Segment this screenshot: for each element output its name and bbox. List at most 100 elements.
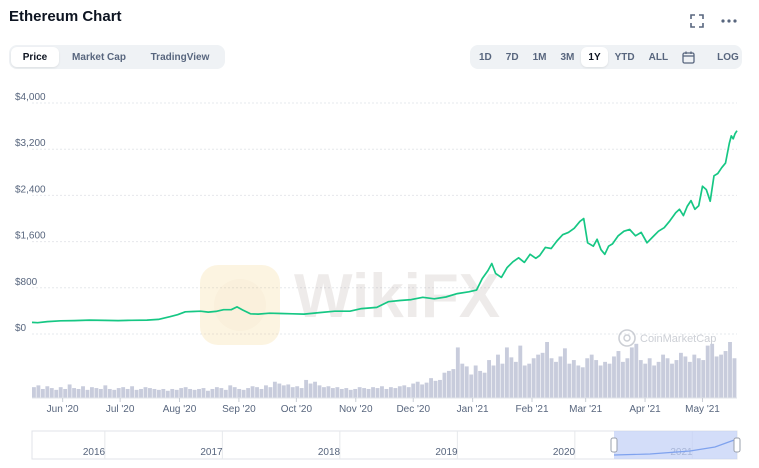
- volume-bar: [237, 388, 242, 398]
- grid-layer: $0 $800 $1,600 $2,400 $3,200 $4,000: [15, 92, 737, 335]
- x-tick-label: Jan '21: [457, 404, 489, 415]
- volume-bar: [509, 357, 514, 398]
- volume-bar: [424, 382, 429, 398]
- fullscreen-icon[interactable]: [688, 12, 706, 30]
- volume-bar: [683, 356, 688, 398]
- volume-bar: [286, 384, 291, 398]
- volume-bar: [612, 356, 616, 398]
- volume-bar: [692, 354, 697, 398]
- volume-bar: [371, 387, 375, 398]
- volume-bar: [500, 363, 505, 398]
- volume-bar: [420, 384, 425, 398]
- volume-bar: [63, 388, 68, 398]
- x-tick-label: Aug '20: [163, 404, 197, 415]
- volume-bar: [638, 360, 643, 398]
- volume-bar: [348, 389, 353, 398]
- volume-bar: [90, 387, 94, 398]
- volume-bar: [112, 389, 117, 398]
- x-tick-label: Jun '20: [47, 404, 79, 415]
- volume-bar: [540, 352, 545, 398]
- volume-bar: [210, 388, 215, 398]
- navigator-year-label: 2021: [670, 447, 693, 458]
- volume-bar: [330, 388, 335, 398]
- volume-bar: [295, 386, 300, 398]
- more-icon[interactable]: [720, 12, 738, 30]
- x-tick-label: Dec '20: [396, 404, 430, 415]
- range-tab-7d[interactable]: 7D: [505, 51, 519, 63]
- volume-bar: [121, 387, 126, 398]
- volume-bar: [415, 381, 420, 398]
- volume-bar: [478, 370, 483, 398]
- volume-bar: [304, 379, 309, 398]
- volume-bar: [558, 356, 563, 398]
- volume-bar: [491, 365, 496, 398]
- volume-bar: [299, 388, 304, 398]
- volume-bar: [647, 358, 652, 398]
- volume-bar: [402, 385, 407, 398]
- volume-bar: [598, 365, 603, 398]
- volume-bar: [554, 361, 558, 398]
- log-toggle[interactable]: LOG: [717, 51, 739, 63]
- volume-bar: [522, 365, 527, 398]
- volume-bar: [562, 348, 567, 398]
- x-axis: Jun '20 Jul '20 Aug '20 Sep '20 Oct '20 Nov '…: [32, 397, 737, 415]
- x-tick-label: Mar '21: [569, 404, 602, 415]
- volume-bar: [322, 387, 326, 398]
- y-tick-label: $0: [15, 323, 27, 334]
- volume-bar: [545, 342, 549, 398]
- volume-bar: [442, 372, 447, 398]
- volume-bar: [317, 385, 322, 398]
- y-tick-label: $2,400: [15, 184, 46, 195]
- volume-bar: [487, 360, 491, 398]
- volume-bar: [268, 387, 273, 398]
- volume-bar: [103, 385, 108, 398]
- volume-bar: [107, 388, 112, 398]
- navigator-selection: [614, 431, 737, 459]
- volume-bar: [665, 358, 670, 398]
- volume-bar: [335, 387, 340, 398]
- volume-bar: [313, 381, 317, 398]
- volume-bar: [81, 386, 85, 398]
- x-tick-label: Jul '20: [106, 404, 135, 415]
- volume-bar: [576, 365, 581, 398]
- volume-bar: [629, 347, 634, 398]
- range-tab-3m[interactable]: 3M: [560, 51, 575, 63]
- volume-bar: [705, 345, 710, 398]
- range-tab-ytd[interactable]: YTD: [614, 51, 635, 63]
- x-tick-label: Sep '20: [222, 404, 256, 415]
- volume-bar: [397, 386, 402, 398]
- volume-bar: [496, 354, 500, 398]
- range-tab-1m[interactable]: 1M: [532, 51, 547, 63]
- x-tick-label: Oct '20: [281, 404, 313, 415]
- wikifx-watermark: WikiFX: [200, 262, 500, 345]
- volume-bar: [446, 370, 451, 398]
- navigator-year-label: 2020: [553, 447, 576, 458]
- volume-bar: [674, 360, 679, 398]
- range-tab-1y[interactable]: 1Y: [581, 47, 608, 67]
- volume-bar: [54, 389, 59, 398]
- tab-price[interactable]: Price: [11, 47, 59, 67]
- volume-bar: [393, 388, 398, 398]
- volume-bar: [272, 381, 277, 398]
- volume-bar: [464, 366, 469, 398]
- navigator-year-label: 2019: [435, 447, 458, 458]
- volume-bar: [197, 388, 201, 398]
- volume-bar: [94, 388, 99, 398]
- range-tab-1d[interactable]: 1D: [479, 51, 492, 63]
- calendar-button[interactable]: [675, 47, 702, 67]
- volume-bar: [116, 388, 121, 398]
- volume-bar: [344, 388, 349, 398]
- volume-bar: [255, 387, 259, 398]
- tab-tradingview[interactable]: TradingView: [150, 51, 210, 63]
- tab-market-cap[interactable]: Market Cap: [72, 51, 126, 63]
- volume-bar: [45, 386, 50, 398]
- volume-bar: [719, 354, 724, 398]
- x-tick-label: Nov '20: [339, 404, 373, 415]
- x-tick-label: Apr '21: [629, 404, 661, 415]
- range-tab-all[interactable]: ALL: [648, 51, 669, 63]
- volume-bar: [714, 356, 719, 398]
- volume-bar: [406, 387, 411, 398]
- volume-bar: [469, 374, 474, 398]
- volume-bar: [259, 388, 264, 398]
